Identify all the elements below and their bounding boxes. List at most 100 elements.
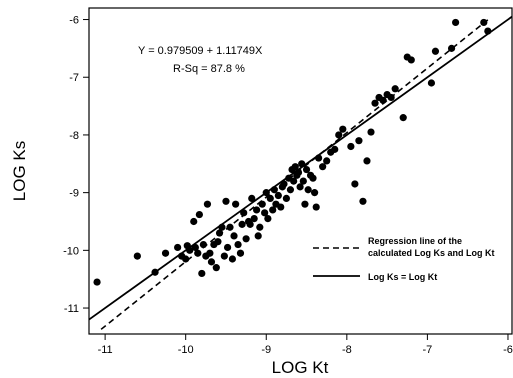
- y-tick-label: -10: [63, 245, 79, 257]
- data-point: [206, 249, 214, 257]
- data-point: [359, 197, 367, 205]
- data-point: [391, 85, 399, 93]
- data-point: [427, 79, 436, 87]
- data-point: [248, 194, 256, 203]
- data-point: [212, 264, 220, 272]
- data-point: [252, 206, 261, 214]
- data-point: [277, 203, 285, 211]
- data-point: [151, 268, 159, 276]
- data-point: [282, 194, 290, 203]
- data-points: [93, 18, 492, 286]
- y-tick-label: -8: [69, 130, 79, 142]
- data-point: [290, 177, 298, 185]
- data-point: [133, 252, 141, 260]
- regression-fit-line: [100, 19, 489, 330]
- r-squared: R-Sq = 87.8 %: [173, 63, 245, 75]
- y-tick-label: -6: [69, 15, 79, 27]
- x-tick-label: -11: [98, 344, 113, 356]
- data-point: [367, 128, 375, 136]
- data-point: [232, 200, 240, 208]
- legend-dashed-label-line2: calculated Log Ks and Log Kt: [368, 248, 495, 258]
- x-tick-label: -9: [261, 344, 271, 356]
- data-point: [299, 177, 307, 185]
- plot-frame: [88, 7, 513, 335]
- data-point: [301, 200, 309, 208]
- data-point: [309, 174, 317, 182]
- y-axis-title: LOG Ks: [10, 141, 29, 201]
- data-point: [379, 96, 387, 104]
- x-axis: -11 -10 -9 -8 -7 -6: [98, 334, 513, 356]
- data-point: [198, 269, 206, 278]
- data-point: [195, 210, 203, 219]
- data-point: [363, 157, 371, 165]
- data-point: [311, 189, 319, 197]
- data-point: [266, 194, 274, 203]
- data-point: [335, 131, 343, 139]
- data-point: [254, 232, 262, 240]
- data-point: [238, 220, 246, 228]
- data-point: [269, 206, 277, 214]
- data-point: [258, 200, 266, 208]
- data-point: [214, 238, 222, 246]
- data-point: [186, 246, 194, 254]
- x-axis-title: LOG Kt: [272, 358, 329, 377]
- data-point: [280, 180, 288, 188]
- y-tick-label: -7: [69, 72, 79, 84]
- data-point: [387, 93, 395, 102]
- data-point: [319, 163, 327, 171]
- data-point: [296, 183, 304, 191]
- data-point: [261, 209, 269, 217]
- data-point: [246, 220, 254, 228]
- data-point: [242, 235, 250, 243]
- data-point: [274, 191, 282, 200]
- data-point: [236, 249, 245, 257]
- data-point: [371, 99, 379, 107]
- data-point: [230, 232, 238, 240]
- data-point: [240, 209, 248, 217]
- y-tick-label: -9: [69, 188, 79, 200]
- data-point: [194, 249, 202, 257]
- data-point: [191, 243, 199, 252]
- data-point: [174, 243, 182, 252]
- data-point: [270, 186, 278, 194]
- data-point: [93, 278, 101, 286]
- data-point: [315, 154, 323, 162]
- data-point: [484, 27, 492, 35]
- x-tick-label: -8: [342, 344, 352, 356]
- legend-dashed-label-line1: Regression line of the: [368, 236, 462, 246]
- data-point: [226, 223, 234, 231]
- data-point: [215, 229, 224, 237]
- data-point: [452, 18, 460, 27]
- identity-line: [88, 15, 513, 321]
- data-point: [339, 125, 347, 133]
- data-point: [220, 252, 228, 260]
- data-point: [431, 47, 440, 55]
- legend: Regression line of the calculated Log Ks…: [313, 236, 495, 282]
- y-tick-label: -11: [64, 303, 79, 315]
- data-point: [262, 189, 270, 197]
- data-point: [304, 186, 312, 194]
- data-point: [331, 145, 339, 153]
- data-point: [203, 200, 212, 208]
- data-point: [250, 215, 258, 223]
- data-point: [347, 142, 355, 151]
- data-point: [182, 255, 190, 263]
- data-point: [207, 258, 216, 266]
- data-point: [161, 249, 170, 257]
- regression-lines: [88, 15, 513, 330]
- data-point: [218, 223, 226, 231]
- data-point: [447, 44, 456, 52]
- regression-equation: Y = 0.979509 + 1.11749X: [138, 45, 263, 57]
- legend-solid-label: Log Ks = Log Kt: [368, 272, 437, 282]
- data-point: [264, 215, 272, 223]
- data-point: [234, 240, 242, 249]
- data-point: [407, 56, 415, 64]
- x-tick-label: -7: [423, 344, 433, 356]
- data-point: [312, 203, 320, 211]
- data-point: [480, 18, 488, 27]
- data-point: [291, 163, 299, 171]
- data-point: [355, 137, 363, 145]
- data-point: [222, 197, 230, 205]
- data-point: [228, 255, 237, 263]
